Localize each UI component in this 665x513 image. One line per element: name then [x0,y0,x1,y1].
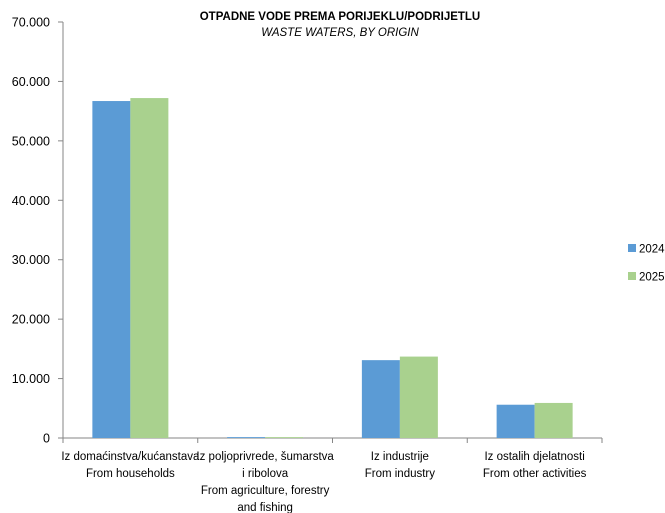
x-axis: Iz domaćinstva/kućanstava From households… [61,437,603,513]
x-category-label: Iz ostalih djelatnosti From other activit… [483,451,587,480]
x-category-label-line: From other activities [483,468,587,480]
bar-2024 [496,404,535,438]
y-tick-label: 70.000 [12,16,50,30]
legend-swatch [628,272,636,280]
chart-subtitle: WASTE WATERS, BY ORIGIN [261,27,419,39]
bar-2024 [92,101,131,438]
x-category-label-line: Iz ostalih djelatnosti [484,451,584,463]
bar-2025 [130,98,169,438]
legend-label: 2025 [639,272,665,284]
legend: 2024 2025 [628,244,665,284]
chart-title: OTPADNE VODE PREMA PORIJEKLU/PODRIJETLU [200,11,481,23]
x-category-label: Iz poljoprivrede, šumarstva i ribolova Fro… [196,451,334,513]
x-category-label-line: From households [86,468,175,480]
y-tick-label: 40.000 [12,194,50,208]
bar-2024 [227,437,266,438]
x-category-label-line: and fishing [237,502,293,513]
y-axis: 0 10.000 20.000 30.000 40.000 50.000 60.000 70.… [12,16,64,446]
y-tick-label: 10.000 [12,372,50,386]
y-tick-label: 20.000 [12,313,50,327]
legend-label: 2024 [639,244,665,256]
bar-2025 [534,402,573,438]
bar-2024 [361,360,400,438]
bar-2025 [399,356,438,438]
x-category-label-line: From agriculture, forestry [201,485,330,497]
bar-2025 [265,437,304,438]
x-category-label-line: Iz poljoprivrede, šumarstva [196,451,334,463]
x-category-label: Iz industrije From industry [365,451,436,480]
x-category-label-line: Iz industrije [371,451,429,463]
x-category-label-line: From industry [365,468,436,480]
x-category-label: Iz domaćinstva/kućanstava From households [61,451,200,480]
x-category-label-line: Iz domaćinstva/kućanstava [61,451,200,463]
y-tick-label: 0 [43,432,50,446]
y-tick-label: 60.000 [12,75,50,89]
x-category-label-line: i ribolova [242,468,289,480]
y-tick-label: 50.000 [12,134,50,148]
legend-swatch [628,244,636,252]
bars [92,98,573,438]
y-tick-label: 30.000 [12,253,50,267]
